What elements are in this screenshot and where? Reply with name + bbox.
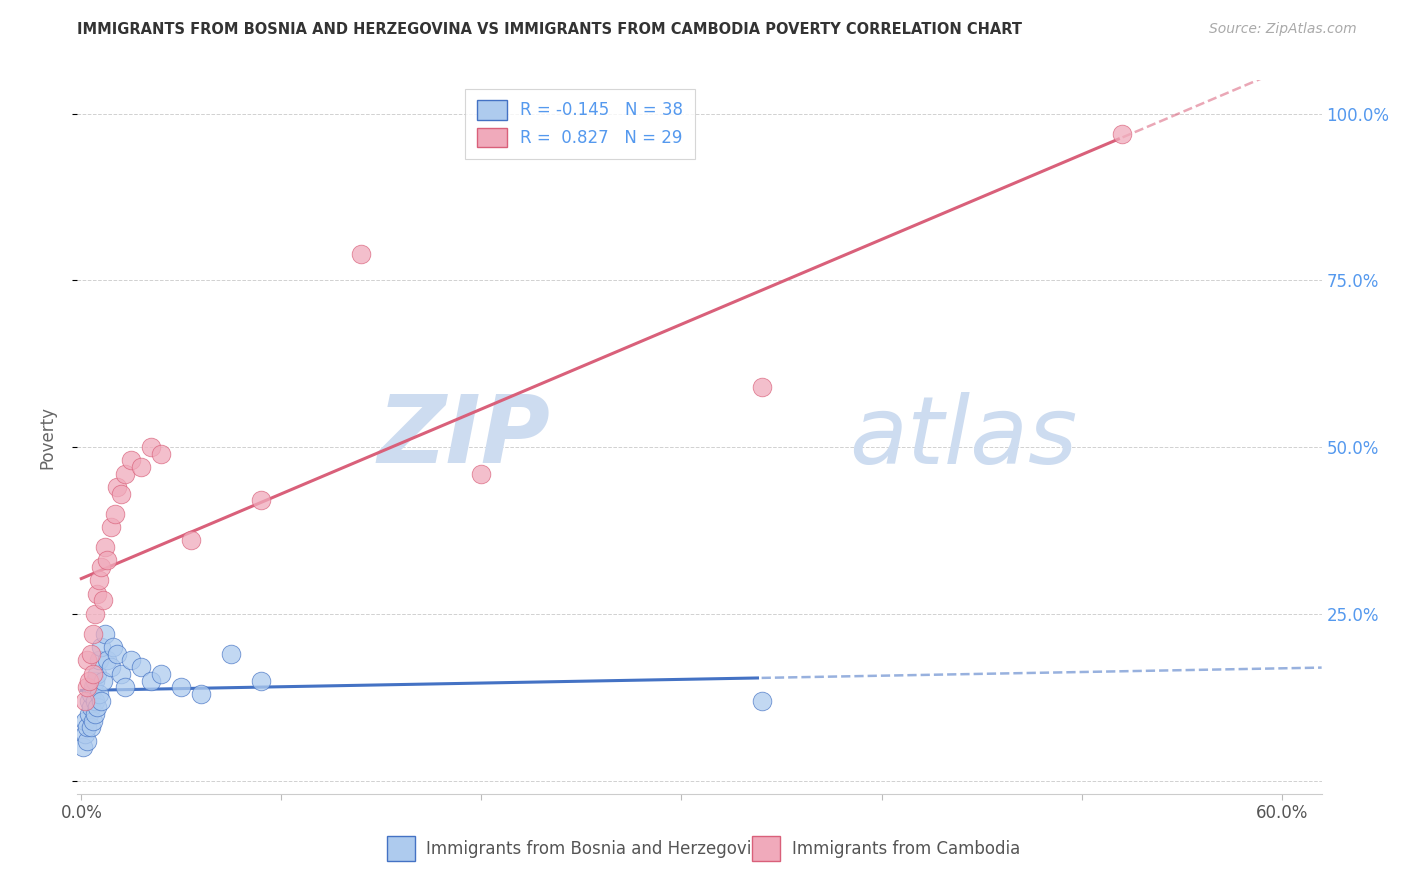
Point [90, 693, 112, 707]
Point [1111, 127, 1133, 141]
Point [350, 246, 373, 260]
Point [86, 587, 108, 601]
Point [86, 700, 108, 714]
Point [80, 647, 103, 661]
Point [72, 740, 94, 755]
Point [120, 653, 142, 667]
Point [89, 574, 111, 588]
Legend: R = -0.145   N = 38, R =  0.827   N = 29: R = -0.145 N = 38, R = 0.827 N = 29 [465, 88, 695, 159]
Point [79, 673, 101, 688]
Point [131, 660, 153, 674]
Point [141, 440, 163, 454]
Point [80, 700, 103, 714]
Point [120, 453, 142, 467]
Text: Source: ZipAtlas.com: Source: ZipAtlas.com [1209, 22, 1357, 37]
Point [76, 720, 98, 734]
Point [82, 627, 104, 641]
Point [91, 673, 114, 688]
Point [84, 706, 107, 721]
Point [86, 666, 108, 681]
Text: IMMIGRANTS FROM BOSNIA AND HERZEGOVINA VS IMMIGRANTS FROM CAMBODIA POVERTY CORRE: IMMIGRANTS FROM BOSNIA AND HERZEGOVINA V… [77, 22, 1022, 37]
Point [105, 480, 128, 494]
Text: Immigrants from Bosnia and Herzegovina: Immigrants from Bosnia and Herzegovina [426, 840, 772, 858]
Point [751, 693, 773, 707]
Point [180, 533, 202, 548]
Point [131, 460, 153, 475]
Point [84, 673, 107, 688]
Point [75, 693, 97, 707]
Point [89, 687, 111, 701]
Point [80, 687, 103, 701]
Text: ZIP: ZIP [377, 391, 550, 483]
Point [75, 714, 97, 728]
Text: Immigrants from Cambodia: Immigrants from Cambodia [792, 840, 1019, 858]
Point [82, 680, 104, 694]
Point [221, 647, 243, 661]
Point [91, 593, 114, 607]
Point [105, 647, 128, 661]
Point [110, 666, 132, 681]
Point [79, 706, 101, 721]
Point [170, 680, 193, 694]
Point [100, 660, 122, 674]
Point [150, 666, 173, 681]
Point [110, 487, 132, 501]
Point [96, 553, 118, 567]
Point [100, 520, 122, 534]
Point [114, 680, 136, 694]
Point [75, 727, 97, 741]
Y-axis label: Poverty: Poverty [38, 406, 56, 468]
Point [79, 693, 101, 707]
Point [76, 653, 98, 667]
Point [104, 507, 127, 521]
Point [82, 666, 104, 681]
Point [94, 540, 117, 554]
Point [94, 627, 117, 641]
Point [190, 687, 212, 701]
Point [89, 653, 111, 667]
Point [751, 380, 773, 394]
Point [76, 680, 98, 694]
Point [470, 467, 492, 481]
Point [82, 714, 104, 728]
Point [250, 673, 273, 688]
Point [90, 640, 112, 655]
Point [114, 467, 136, 481]
Point [90, 560, 112, 574]
Point [250, 493, 273, 508]
Point [84, 693, 107, 707]
Point [76, 733, 98, 747]
Point [84, 607, 107, 621]
Point [141, 673, 163, 688]
Point [96, 653, 118, 667]
Point [150, 447, 173, 461]
Text: atlas: atlas [849, 392, 1077, 483]
Point [103, 640, 125, 655]
Point [80, 720, 103, 734]
